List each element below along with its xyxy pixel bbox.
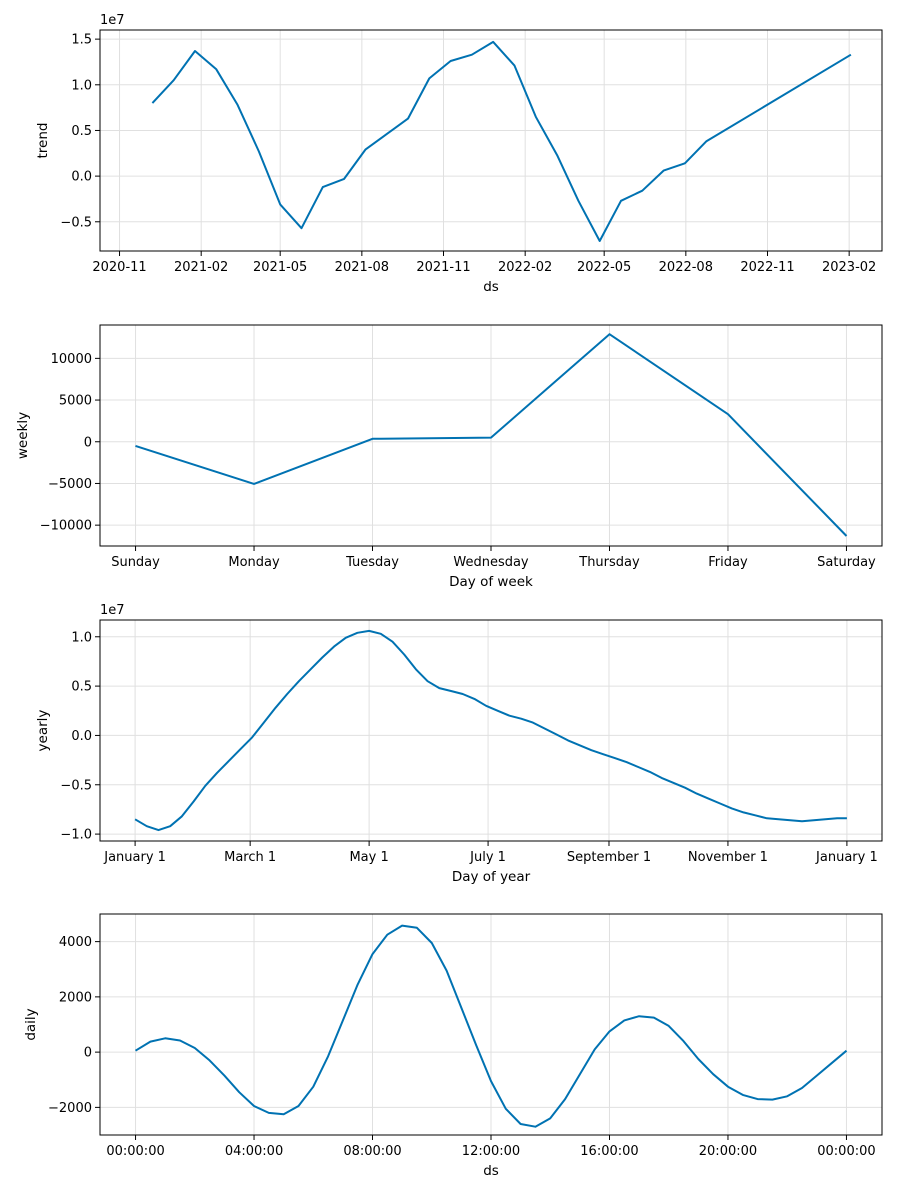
series-line-trend [151,40,852,242]
y-tick-label: 0 [84,435,92,450]
y-tick-label: 0.5 [71,124,92,139]
y-tick-label: 1.0 [71,630,92,645]
x-tick-label: September 1 [567,850,651,865]
x-tick-label: March 1 [224,850,276,865]
x-tick-label: 2021-11 [416,260,470,275]
y-tick-label: 2000 [59,990,92,1005]
x-axis-label: ds [483,1163,499,1179]
chart-daily: 00:00:00 04:00:00 08:00:00 12:00:00 16:00:00… [23,913,883,1179]
series-line-yearly [134,629,847,832]
y-axis-label: yearly [35,710,51,752]
y-offset-label: 1e7 [100,603,125,618]
chart-yearly: January 1 March 1 May 1 July 1 September 1 No… [35,603,883,885]
y-tick-label: −2000 [48,1101,92,1116]
axes-frame [99,619,883,842]
y-tick-label: 0.0 [71,170,92,185]
x-tick-label: Monday [228,555,280,570]
series-line-daily [134,924,848,1128]
x-tick-label: Thursday [578,555,640,570]
y-axis-label: trend [35,123,51,159]
y-tick-label: −1.0 [60,828,92,843]
x-tick-label: 2022-08 [659,260,713,275]
x-tick-label: July 1 [469,850,506,865]
x-tick-label: 2021-05 [253,260,307,275]
y-offset-label: 1e7 [100,13,125,28]
x-tick-label: November 1 [688,850,768,865]
x-tick-label: 2022-05 [577,260,631,275]
x-tick-label: 2023-02 [822,260,876,275]
y-tick-label: −10000 [40,519,92,534]
x-axis-label: Day of week [449,574,533,590]
y-tick-label: −5000 [48,477,92,492]
y-tick-label: 10000 [51,352,92,367]
x-tick-label: 2021-02 [174,260,228,275]
axes-frame [99,29,883,252]
y-tick-label: −0.5 [60,215,92,230]
x-tick-label: 20:00:00 [699,1144,757,1159]
x-tick-label: Friday [708,555,748,570]
y-axis-label: weekly [15,412,31,459]
x-tick-label: Tuesday [345,555,399,570]
x-tick-label: May 1 [349,850,388,865]
x-tick-label: 00:00:00 [106,1144,164,1159]
y-tick-label: −0.5 [60,778,92,793]
y-tick-label: 4000 [59,935,92,950]
x-tick-label: 04:00:00 [225,1144,283,1159]
x-axis-label: Day of year [452,869,531,885]
y-tick-label: 1.0 [71,78,92,93]
x-tick-label: 2021-08 [335,260,389,275]
x-tick-label: Saturday [817,555,876,570]
x-axis-label: ds [483,279,499,295]
x-tick-label: 16:00:00 [580,1144,638,1159]
x-tick-label: January 1 [103,850,166,865]
chart-weekly: Sunday Monday Tuesday Wednesday Thursday Frid… [15,324,883,590]
chart-trend: 2020-11 2021-02 2021-05 2021-08 2021-11 2022-… [35,13,883,295]
x-tick-label: January 1 [815,850,878,865]
y-tick-label: 0 [84,1046,92,1061]
y-tick-label: 1.5 [71,33,92,48]
x-tick-label: 2022-02 [498,260,552,275]
y-axis-label: daily [23,1008,39,1040]
x-tick-label: Sunday [111,555,160,570]
x-tick-label: Wednesday [453,555,529,570]
x-tick-label: 2020-11 [92,260,146,275]
x-tick-label: 12:00:00 [462,1144,520,1159]
x-tick-label: 2022-11 [740,260,794,275]
y-tick-label: 0.5 [71,680,92,695]
y-tick-label: 5000 [59,394,92,409]
series-line-weekly [135,333,848,537]
x-tick-label: 00:00:00 [817,1144,875,1159]
y-tick-label: 0.0 [71,729,92,744]
x-tick-label: 08:00:00 [343,1144,401,1159]
